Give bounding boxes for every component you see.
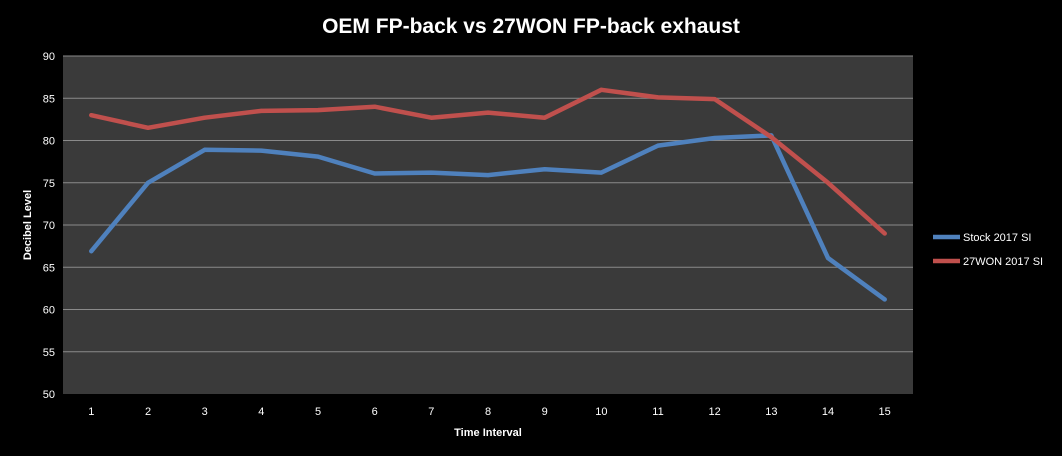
x-tick-label: 5 xyxy=(315,406,321,418)
data-point xyxy=(429,170,434,175)
x-tick-label: 6 xyxy=(372,406,378,418)
x-tick-label: 7 xyxy=(428,406,434,418)
y-tick-label: 85 xyxy=(43,93,55,105)
data-point xyxy=(259,148,264,153)
y-tick-label: 65 xyxy=(43,262,55,274)
x-tick-label: 3 xyxy=(202,406,208,418)
data-point xyxy=(89,249,94,254)
data-point xyxy=(146,180,150,185)
data-point xyxy=(372,104,377,109)
data-point xyxy=(599,170,604,175)
data-point xyxy=(486,110,490,115)
x-tick-label: 10 xyxy=(595,406,607,418)
legend: Stock 2017 SI 27WON 2017 SI xyxy=(933,232,1043,268)
gridlines xyxy=(63,55,913,353)
data-point xyxy=(202,147,207,152)
x-axis-label: Time Interval xyxy=(454,427,522,439)
data-point xyxy=(372,171,377,176)
data-point xyxy=(656,143,660,148)
data-point xyxy=(712,135,717,140)
y-tick-label: 70 xyxy=(43,220,55,232)
y-tick-label: 90 xyxy=(43,51,55,63)
x-tick-label: 14 xyxy=(822,406,834,418)
data-point xyxy=(316,154,320,159)
data-point xyxy=(826,180,830,185)
x-tick-label: 13 xyxy=(765,406,777,418)
series-lines xyxy=(89,87,887,302)
data-point xyxy=(769,135,774,140)
data-point xyxy=(542,167,547,172)
data-point xyxy=(316,108,320,113)
data-point xyxy=(259,108,264,113)
y-tick-label: 75 xyxy=(43,178,55,190)
x-tick-label: 12 xyxy=(709,406,721,418)
data-point xyxy=(599,87,604,92)
data-point xyxy=(89,113,94,118)
x-tick-label: 11 xyxy=(652,406,663,418)
y-tick-label: 80 xyxy=(43,136,55,148)
x-tick-label: 1 xyxy=(88,406,94,418)
chart-title: OEM FP-back vs 27WON FP-back exhaust xyxy=(322,15,740,38)
x-tick-label: 8 xyxy=(485,406,491,418)
data-point xyxy=(146,125,150,130)
x-tick-label: 2 xyxy=(145,406,151,418)
data-point xyxy=(542,115,547,120)
y-tick-label: 60 xyxy=(43,305,55,317)
x-tick-label: 9 xyxy=(542,406,548,418)
data-point xyxy=(712,97,717,102)
x-axis-ticks: 1 2 3 4 5 6 7 8 9 10 11 12 13 14 15 xyxy=(88,406,891,418)
y-tick-label: 55 xyxy=(43,347,55,359)
data-point xyxy=(882,297,887,302)
data-point xyxy=(826,255,830,260)
y-axis-ticks: 50 55 60 65 70 75 80 85 90 xyxy=(43,51,55,401)
data-point xyxy=(656,95,660,100)
data-point xyxy=(882,231,887,236)
data-point xyxy=(202,115,207,120)
y-axis-label: Decibel Level xyxy=(22,190,34,260)
x-tick-label: 15 xyxy=(879,406,891,418)
y-tick-label: 50 xyxy=(43,389,55,401)
data-point xyxy=(486,173,490,178)
legend-label: Stock 2017 SI xyxy=(963,232,1032,244)
data-point xyxy=(429,115,434,120)
x-tick-label: 4 xyxy=(258,406,264,418)
legend-label: 27WON 2017 SI xyxy=(963,256,1043,268)
